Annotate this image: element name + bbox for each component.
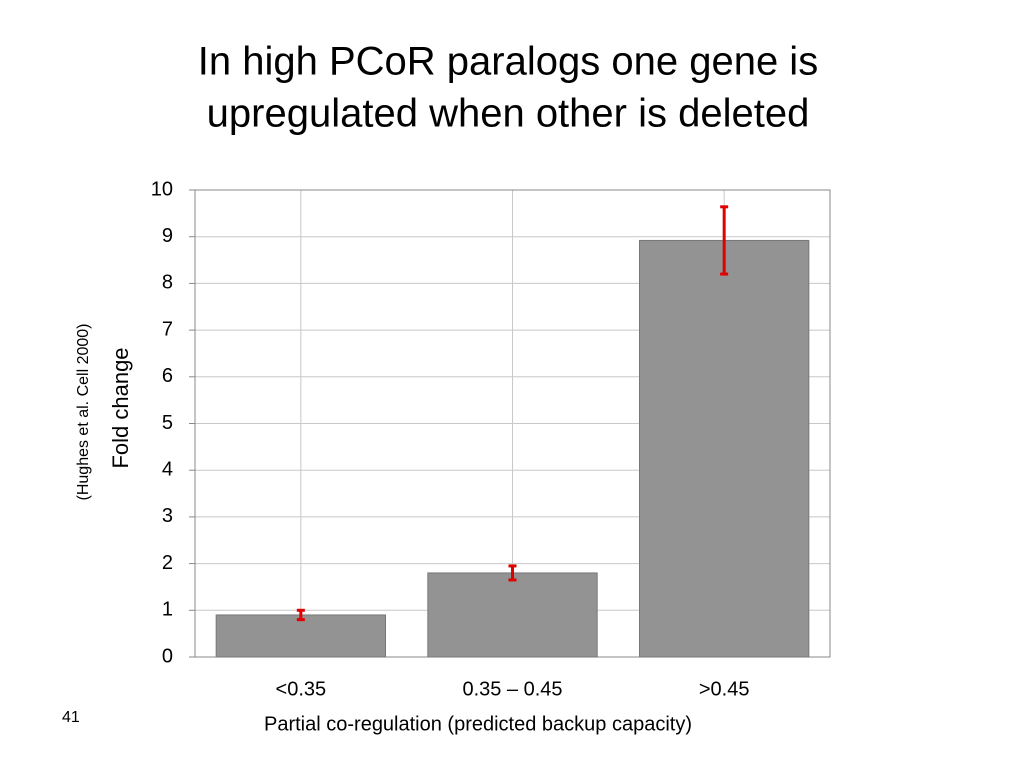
citation-note: (Hughes et al. Cell 2000) — [75, 324, 92, 501]
y-tick-label: 3 — [162, 505, 173, 527]
x-tick-label: >0.45 — [699, 678, 750, 700]
y-tick-label: 0 — [162, 645, 173, 667]
y-axis-label: Fold change — [108, 347, 133, 468]
y-tick-label: 7 — [162, 318, 173, 340]
x-tick-label: 0.35 – 0.45 — [462, 678, 562, 700]
y-tick-label: 9 — [162, 225, 173, 247]
title-line: In high PCoR paralogs one gene is — [198, 40, 818, 84]
y-tick-label: 1 — [162, 599, 173, 621]
y-tick-label: 5 — [162, 412, 173, 434]
error-bar — [296, 608, 305, 622]
x-tick-label: <0.35 — [276, 678, 327, 700]
bar — [427, 572, 598, 658]
y-tick-label: 10 — [151, 178, 173, 200]
error-bar — [720, 205, 729, 276]
bar — [639, 239, 810, 658]
y-tick-label: 8 — [162, 272, 173, 294]
y-tick-label: 6 — [162, 365, 173, 387]
title-line: upregulated when other is deleted — [207, 92, 810, 136]
bar — [215, 614, 386, 658]
y-tick-label: 4 — [162, 458, 173, 480]
error-bar — [508, 564, 517, 582]
x-axis-label: Partial co-regulation (predicted backup … — [264, 713, 692, 735]
page-number: 41 — [62, 709, 80, 726]
y-tick-label: 2 — [162, 552, 173, 574]
